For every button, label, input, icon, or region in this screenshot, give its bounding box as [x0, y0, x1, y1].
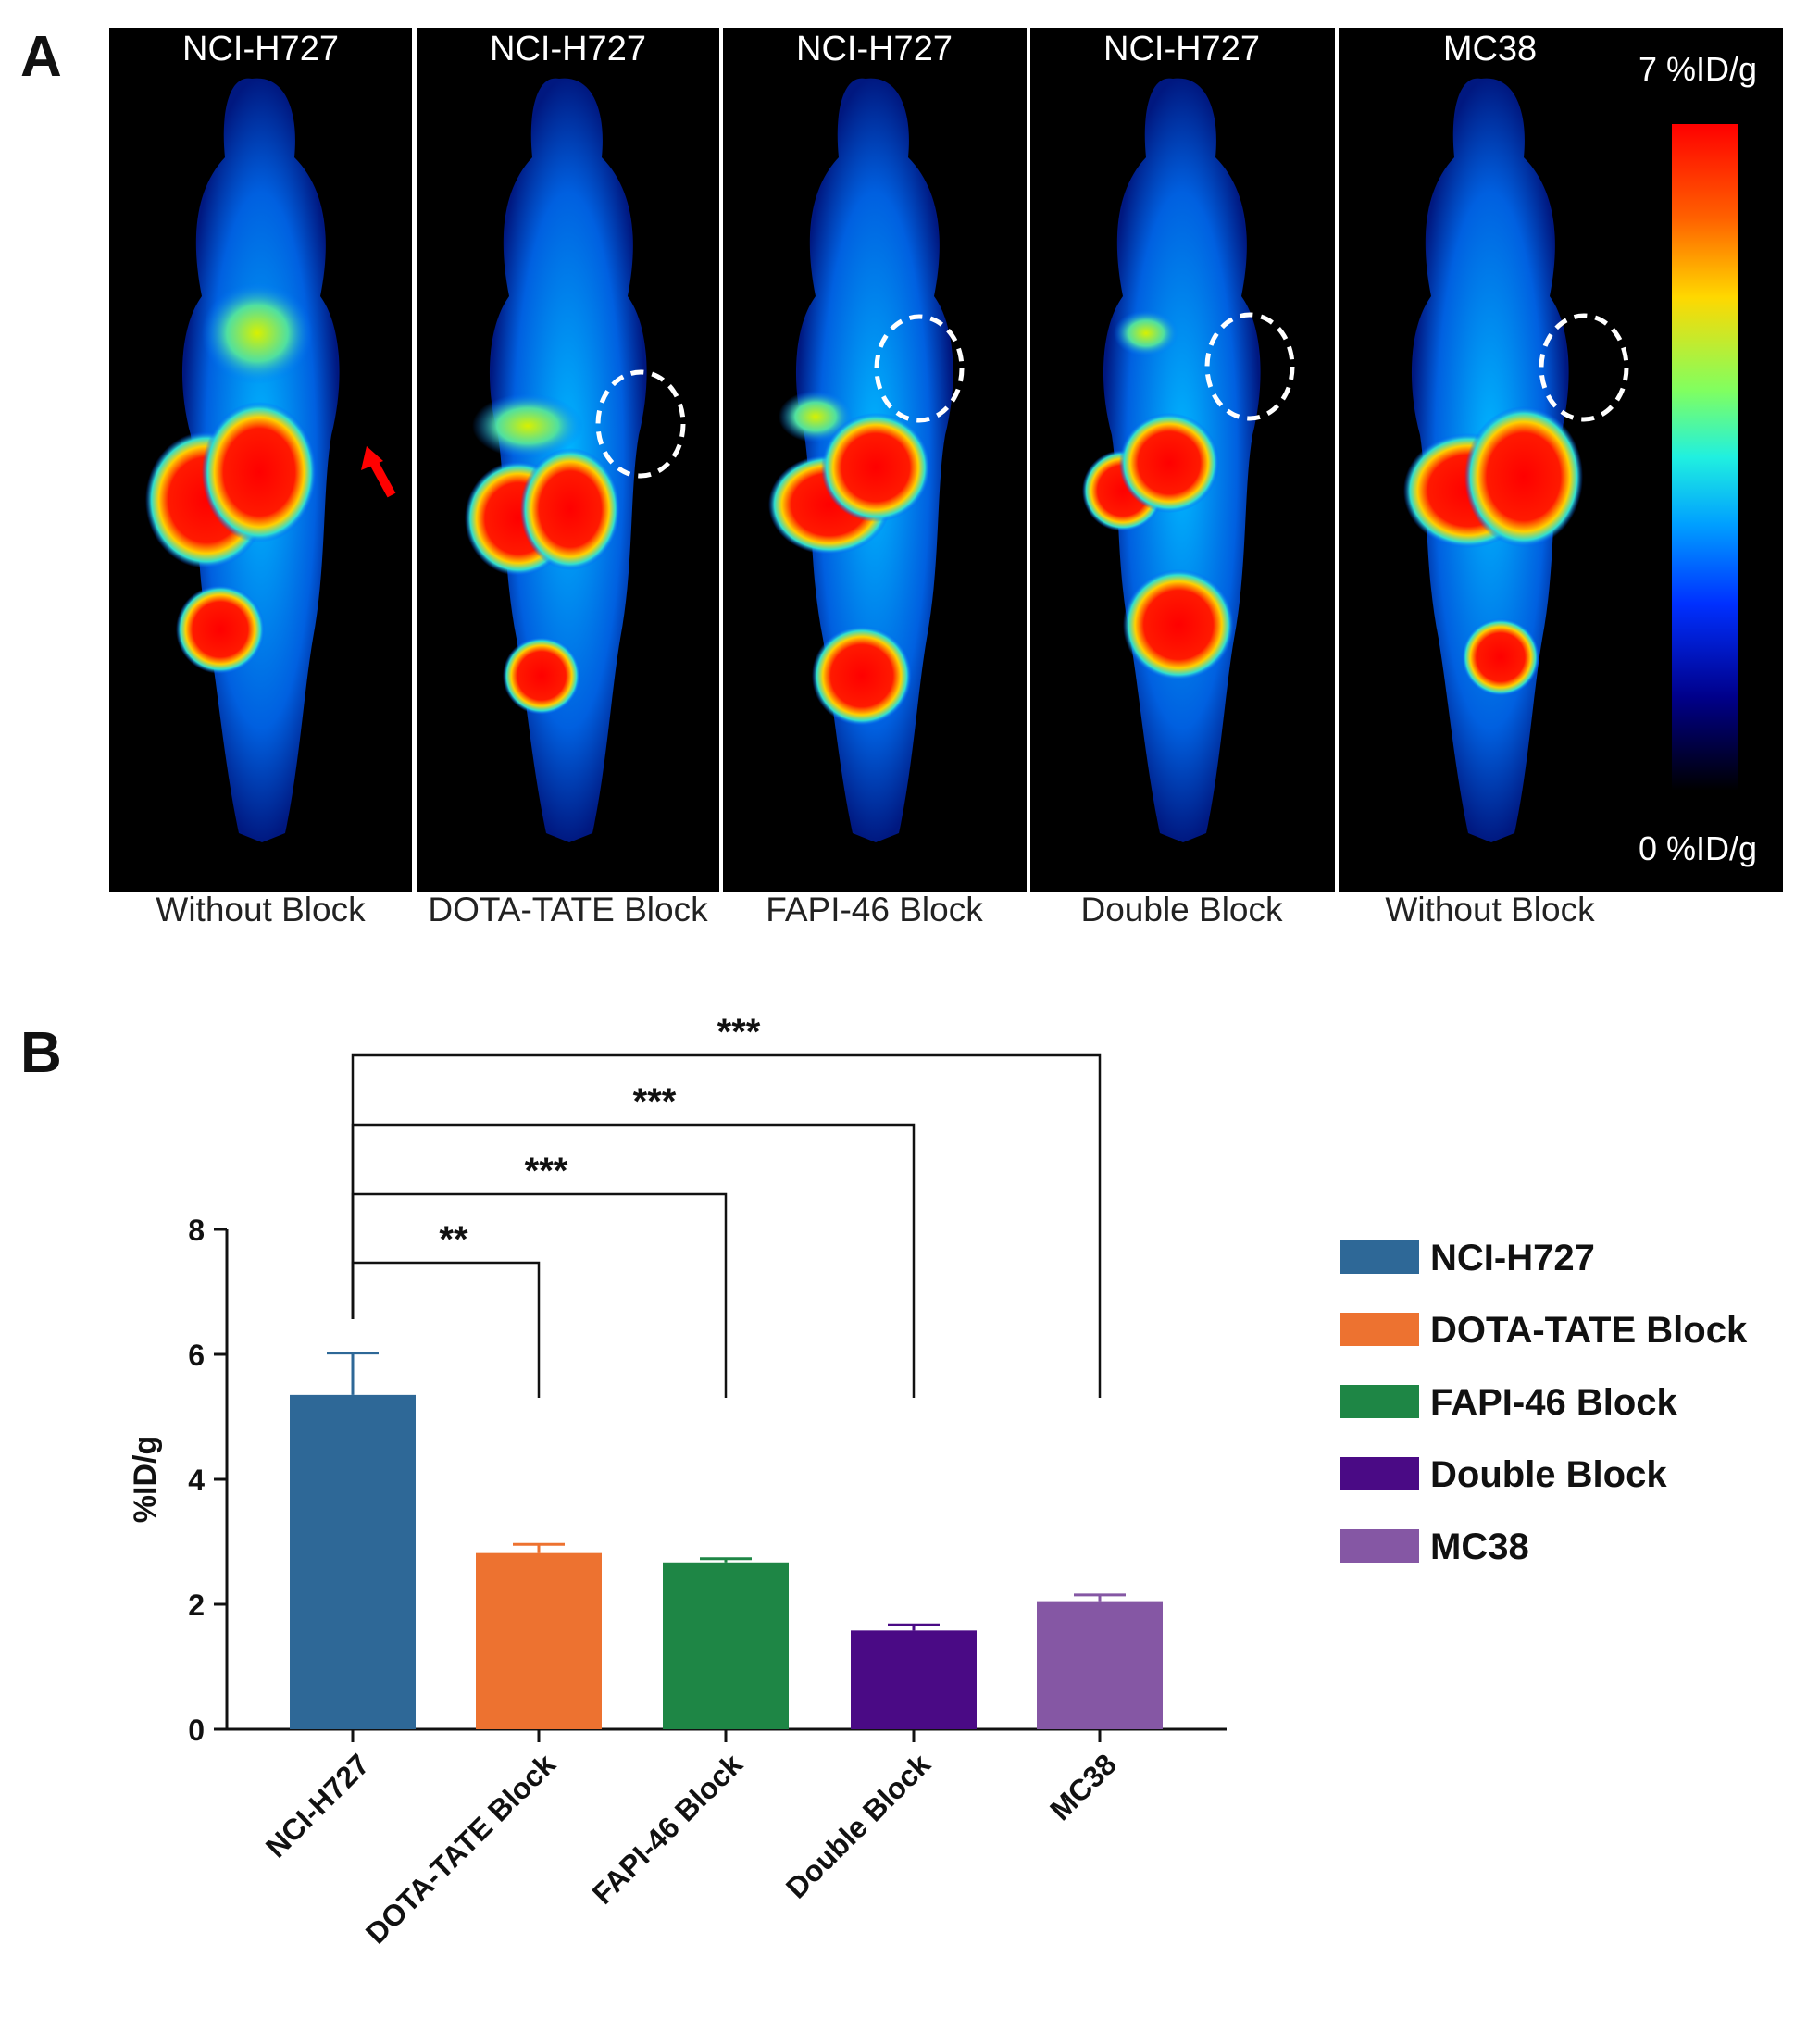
significance-bracket [351, 1123, 916, 1398]
bladder-uptake [1462, 618, 1539, 696]
bar [290, 1394, 416, 1729]
y-tick-label: 2 [188, 1589, 205, 1622]
tumor-circle-marker [874, 314, 965, 423]
pet-scan-image [1082, 78, 1295, 842]
pet-panel-5: MC38 [1339, 28, 1783, 892]
pet-panel-caption: FAPI-46 Block [766, 891, 983, 929]
legend-swatch [1340, 1529, 1419, 1563]
pet-panel-title: MC38 [1442, 30, 1538, 69]
legend-label: FAPI-46 Block [1430, 1382, 1678, 1423]
significance-label: *** [525, 1151, 568, 1191]
bar [1037, 1601, 1163, 1729]
legend-label: MC38 [1430, 1527, 1529, 1567]
tumor-arrow-marker [361, 446, 396, 498]
color-scale-bar [1672, 124, 1738, 791]
pet-scan-image [1403, 78, 1629, 842]
x-tick-label: DOTA-TATE Block [359, 1747, 562, 1950]
significance-label: ** [439, 1219, 468, 1260]
panel-a-letter: A [20, 25, 62, 89]
significance-label: *** [633, 1081, 677, 1122]
liver-uptake [1119, 413, 1219, 513]
legend-swatch [1340, 1313, 1419, 1346]
pet-scan-image [768, 78, 965, 842]
y-tick-label: 4 [188, 1464, 205, 1497]
legend-swatch [1340, 1385, 1419, 1418]
bar [663, 1562, 789, 1729]
significance-bracket [351, 1261, 541, 1398]
pet-panel-4: NCI-H727 [1030, 28, 1335, 892]
significance-label: *** [717, 1012, 761, 1053]
pet-panel-caption: DOTA-TATE Block [428, 891, 708, 929]
legend-label: NCI-H727 [1430, 1238, 1595, 1278]
x-tick-label: NCI-H727 [259, 1747, 376, 1863]
pet-panel-caption: Without Block [1385, 891, 1595, 929]
pet-panel-1: NCI-H727 [109, 28, 412, 892]
bladder-uptake [1123, 569, 1234, 680]
y-tick-label: 6 [188, 1339, 205, 1372]
pet-panel-title: NCI-H727 [182, 30, 339, 69]
y-tick-label: 8 [188, 1214, 205, 1247]
tumor-circle-marker [1204, 312, 1295, 421]
pet-panel-title: NCI-H727 [1103, 30, 1260, 69]
bar [851, 1630, 977, 1729]
y-axis-label: %ID/g [128, 1436, 163, 1523]
pet-scan-image [465, 78, 686, 842]
pet-panel-title: NCI-H727 [796, 30, 953, 69]
x-tick-label: FAPI-46 Block [586, 1747, 750, 1911]
liver-uptake [1464, 406, 1583, 547]
tumor-circle-marker [1539, 313, 1629, 422]
liver-uptake [202, 402, 317, 542]
legend-label: DOTA-TATE Block [1430, 1310, 1748, 1351]
tumor-circle-marker [595, 369, 686, 479]
scale-max-label: 7 %ID/g [1639, 50, 1758, 88]
pet-panel-title: NCI-H727 [490, 30, 646, 69]
bladder-uptake [176, 585, 265, 674]
panel-b-letter: B [20, 1021, 62, 1085]
liver-uptake [520, 448, 620, 570]
bladder-uptake [812, 626, 912, 726]
pet-panel-caption: Without Block [156, 891, 366, 929]
pet-panel-caption: Double Block [1080, 891, 1283, 929]
legend-swatch [1340, 1457, 1419, 1490]
bladder-uptake [503, 637, 580, 715]
scale-min-label: 0 %ID/g [1639, 829, 1758, 867]
y-tick-label: 0 [188, 1714, 205, 1747]
pet-scan-image [145, 78, 396, 842]
x-tick-label: MC38 [1043, 1747, 1123, 1826]
bar [476, 1552, 602, 1729]
x-tick-label: Double Block [779, 1747, 937, 1904]
pet-panel-2: NCI-H727 [417, 28, 719, 892]
legend-label: Double Block [1430, 1454, 1667, 1495]
liver-uptake [821, 413, 930, 522]
legend-swatch [1340, 1240, 1419, 1274]
significance-bracket [351, 1053, 1102, 1398]
pet-panel-3: NCI-H727 [723, 28, 1027, 892]
